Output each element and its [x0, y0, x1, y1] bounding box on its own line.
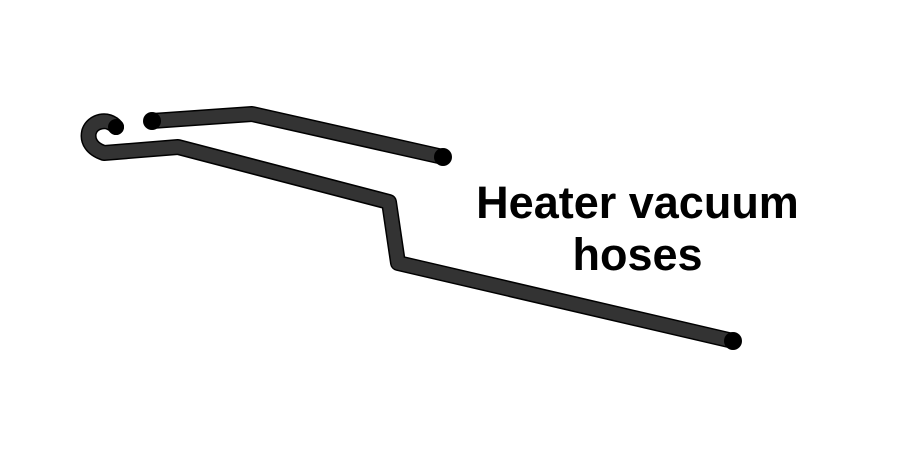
caption-line-2: hoses — [572, 229, 703, 280]
lower-hose-right-end — [724, 332, 742, 350]
upper-hose-left-end — [143, 112, 161, 130]
upper-hose-right-end — [434, 148, 452, 166]
caption-line-1: Heater vacuum — [476, 177, 799, 228]
lower-hose — [80, 113, 742, 350]
diagram-caption: Heater vacuum hoses — [430, 177, 845, 281]
upper-hose — [143, 106, 452, 166]
lower-hose-hook-end — [108, 119, 124, 135]
